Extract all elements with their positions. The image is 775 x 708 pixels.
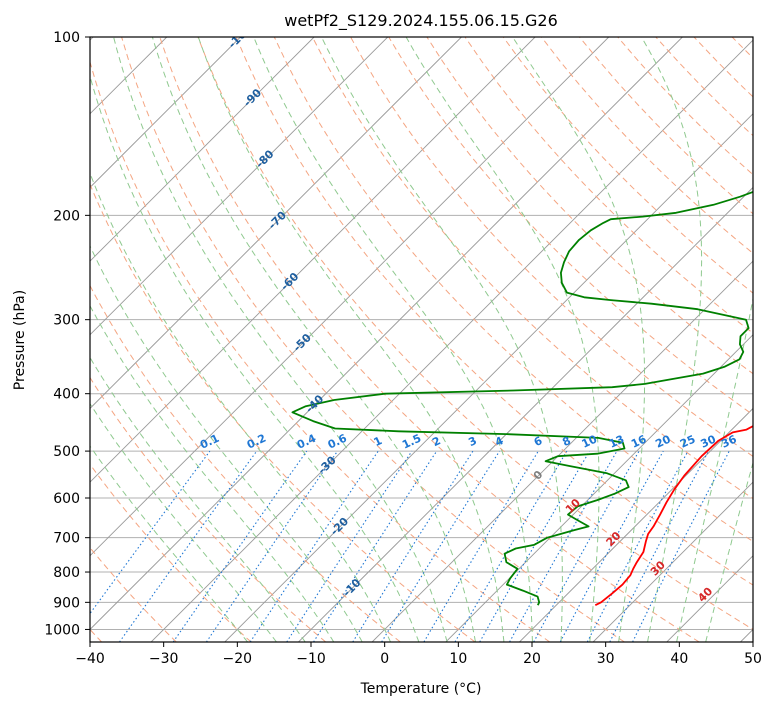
dewpoint-line (291, 191, 753, 606)
x-tick-label: 40 (670, 651, 688, 667)
moist-adiabat-line (90, 402, 277, 642)
y-tick-label: 600 (53, 491, 80, 507)
dry-adiabat-line (90, 463, 252, 642)
mixing-ratio-label: 30 (699, 432, 719, 450)
x-tick-label: 10 (449, 651, 467, 667)
y-tick-label: 700 (53, 531, 80, 547)
mixing-ratio-label: 13 (607, 433, 626, 451)
isotherm-line (90, 37, 610, 557)
gridlines (90, 37, 753, 642)
moist-adiabat-line (113, 37, 448, 642)
isotherm-line (90, 37, 536, 483)
y-tick-label: 1000 (44, 622, 80, 638)
x-tick-label: 50 (744, 651, 762, 667)
mixing-ratio-line (381, 450, 500, 642)
mixing-ratio-line (249, 450, 379, 642)
thermo-lines (90, 37, 775, 642)
moist-adiabat-line (90, 244, 363, 642)
isotherm-line (90, 37, 315, 262)
mixing-ratio-label: 25 (678, 433, 697, 451)
dry-adiabat-line (502, 37, 753, 294)
dry-adiabat-line (273, 37, 753, 543)
y-tick-label: 300 (53, 313, 80, 329)
x-axis-ticks: −40 −30 −20 −10 0 10 20 30 40 50 (75, 642, 762, 667)
x-tick-label: −30 (149, 651, 179, 667)
y-tick-label: 200 (53, 208, 80, 224)
mixing-ratio-label: 36 (719, 432, 739, 450)
x-tick-label: 30 (597, 651, 615, 667)
moist-adiabat-line (90, 172, 392, 642)
chart-title: wetPf2_S129.2024.155.06.15.G26 (284, 11, 558, 31)
y-tick-label: 400 (53, 387, 80, 403)
moist-adiabat-line (705, 461, 753, 642)
plot-background (90, 37, 753, 642)
mixing-ratio-line (559, 450, 664, 642)
dry-adiabat-line (235, 37, 753, 586)
mixing-ratio-label: 20 (653, 432, 673, 450)
x-tick-label: 20 (523, 651, 541, 667)
isotherm-line (90, 37, 683, 631)
x-tick-label: −40 (75, 651, 105, 667)
mixing-ratio-line (119, 450, 258, 642)
moist-adiabat-line (90, 356, 306, 642)
x-tick-label: 0 (380, 651, 389, 667)
isotherm-line (90, 37, 241, 189)
mixing-ratio-line (172, 450, 308, 642)
y-tick-label: 900 (53, 595, 80, 611)
x-axis-title: Temperature (°C) (360, 681, 482, 697)
dry-adiabat-line (159, 37, 700, 642)
mixing-ratio-line (205, 450, 338, 642)
mixing-ratio-line (313, 450, 438, 642)
temperature-line (594, 425, 753, 607)
mixing-ratio-line (509, 450, 618, 642)
moist-adiabat-line (197, 37, 505, 642)
isotherm-line (150, 39, 753, 642)
isotherm-line (224, 113, 753, 642)
profile-lines (291, 191, 753, 607)
y-tick-label: 800 (53, 565, 80, 581)
moist-adiabat-line (512, 37, 646, 642)
isotherm-line (90, 37, 389, 336)
dry-adiabat-line (90, 60, 551, 642)
plot-frame (89, 36, 754, 643)
mixing-ratio-line (90, 450, 211, 615)
isotherm-line (371, 260, 753, 642)
x-tick-label: −20 (223, 651, 253, 667)
moist-adiabat-line (321, 37, 563, 642)
moist-adiabat-line (90, 74, 420, 642)
isotherm-line (519, 407, 753, 642)
isotherm-line (90, 37, 462, 410)
y-tick-label: 500 (53, 444, 80, 460)
dry-adiabat-line (770, 37, 775, 642)
x-tick-label: −10 (296, 651, 326, 667)
moist-adiabat-line (676, 296, 753, 642)
moist-adiabat-line (405, 37, 600, 642)
dry-adiabat-line (90, 376, 327, 642)
y-tick-label: 100 (53, 30, 80, 46)
mixing-ratio-label: 10 (580, 432, 600, 450)
mixing-ratio-label: 16 (629, 432, 649, 450)
mixing-ratio-line (352, 450, 474, 642)
mixing-ratio-line (632, 450, 730, 642)
moist-adiabat-line (253, 37, 533, 642)
moist-adiabat-line (90, 304, 335, 642)
isotherm-line (592, 481, 753, 642)
moist-adiabat-line (90, 445, 248, 642)
moist-adiabat-line (151, 37, 476, 642)
isotherm-line (445, 334, 753, 642)
dry-adiabat-line (311, 37, 753, 500)
y-axis-ticks: 100 200 300 400 500 600 700 800 900 1000 (44, 30, 90, 638)
y-axis-title: Pressure (hPa) (12, 290, 28, 390)
dry-adiabat-line (197, 37, 753, 630)
moist-adiabat-line (641, 37, 703, 642)
mixing-ratio-line (286, 450, 413, 642)
